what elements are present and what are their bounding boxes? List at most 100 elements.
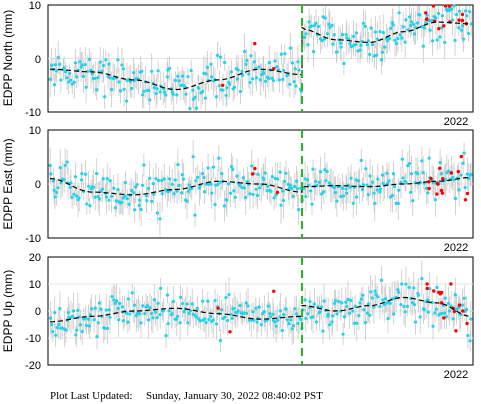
data-point [181,177,186,181]
data-point [410,301,414,305]
data-point [62,66,66,70]
panel-north: 10 0 -10 2022 EDPP North (mm) [1,0,474,128]
data-point [353,304,357,308]
data-point [185,199,189,203]
data-point [421,171,425,175]
outlier-point [424,11,428,15]
data-point [132,303,137,307]
data-point [83,172,88,176]
data-point [238,303,242,308]
outlier-point [250,172,255,176]
data-point [62,178,66,182]
data-point [287,186,291,190]
data-point [340,33,345,37]
data-point [281,77,285,81]
data-point [89,68,93,72]
data-point [156,69,160,73]
data-point [382,302,386,307]
data-point [385,171,389,175]
data-point [246,304,250,308]
data-point [255,193,259,198]
data-point [195,306,200,310]
data-point [95,88,99,92]
data-point [248,80,252,85]
data-point [374,292,378,297]
data-point [281,189,285,193]
model-fit-up [49,296,471,323]
data-point [309,24,313,28]
data-point [269,189,273,193]
data-point [430,39,435,43]
data-point [141,304,145,308]
data-point [283,52,287,56]
data-point [409,172,414,176]
data-point [317,180,321,184]
data-point [332,301,337,306]
data-point [334,299,338,303]
data-point [206,166,210,170]
ytick-north-mid: 0 [35,54,41,66]
data-point [344,300,348,304]
outlier-point [449,282,453,286]
data-point [290,327,294,331]
data-point [164,93,168,97]
data-point [344,32,348,37]
data-point [257,65,261,69]
data-point [361,183,366,187]
data-point [154,91,158,96]
data-point [379,58,384,62]
data-point [107,308,111,312]
data-point [325,169,329,174]
data-point [266,184,270,188]
outliers-up [216,282,469,334]
data-point [359,297,363,301]
xtick-east-2022: 2022 [444,242,468,254]
data-point [346,297,350,302]
data-point [170,312,174,316]
model-fit-east [49,176,471,196]
data-point [250,164,254,168]
data-point [68,185,72,189]
ytick-east-top: 10 [29,125,41,137]
data-point [251,192,255,197]
data-point [438,160,442,165]
data-point [112,186,116,190]
data-point [138,198,142,202]
data-point [166,322,170,326]
outlier-point [440,191,445,195]
ylabel-east: EDPP East (mm) [1,138,15,229]
data-point [304,32,308,36]
data-point [221,88,225,92]
data-point [254,187,258,191]
data-point [370,296,374,300]
data-point [114,199,118,203]
data-point [468,339,472,343]
data-point [359,43,363,47]
data-point [123,194,127,198]
data-point [84,323,89,328]
outlier-point [441,176,445,181]
data-point [78,60,82,64]
data-point [59,78,63,82]
data-point [312,302,317,306]
data-point [229,191,233,195]
data-point [386,316,390,321]
data-point [200,172,205,176]
data-point [412,286,416,290]
data-point [328,25,332,30]
data-point [196,175,200,179]
data-point [187,183,191,187]
data-point [251,310,255,314]
outliers-east [250,154,470,202]
data-point [440,311,444,316]
data-point [358,301,362,305]
data-point [71,309,76,313]
data-point [148,176,152,180]
data-point [400,36,404,40]
data-point [318,310,322,314]
data-point [242,50,247,54]
data-point [288,46,293,50]
data-point [246,180,250,184]
data-point [110,194,114,199]
data-point [48,77,52,81]
